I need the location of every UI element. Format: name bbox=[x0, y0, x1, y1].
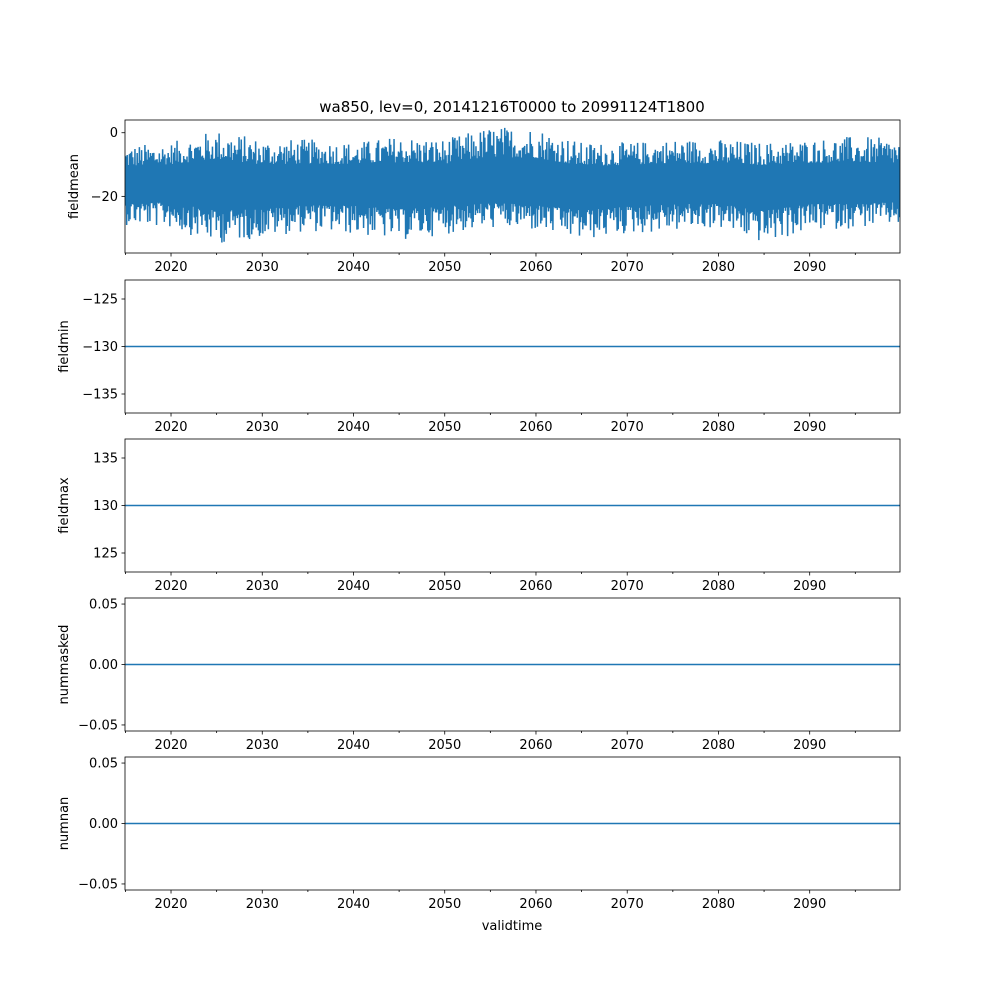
y-tick-label: −130 bbox=[82, 340, 118, 355]
x-tick-label: 2070 bbox=[611, 420, 644, 435]
x-tick-label: 2040 bbox=[337, 420, 370, 435]
y-axis-label: nummasked bbox=[57, 625, 72, 705]
x-tick-label: 2090 bbox=[793, 579, 826, 594]
y-tick-label: −0.05 bbox=[78, 877, 118, 892]
x-tick-label: 2040 bbox=[337, 579, 370, 594]
x-tick-label: 2040 bbox=[337, 738, 370, 753]
x-tick-label: 2060 bbox=[519, 897, 552, 912]
x-tick-label: 2050 bbox=[428, 579, 461, 594]
y-tick-label: 0.00 bbox=[89, 658, 118, 673]
x-tick-label: 2060 bbox=[519, 579, 552, 594]
y-axis-label: fieldmax bbox=[57, 477, 72, 534]
y-tick-label: 130 bbox=[93, 499, 118, 514]
x-tick-label: 2020 bbox=[154, 897, 187, 912]
x-tick-label: 2080 bbox=[702, 897, 735, 912]
y-tick-label: 0.00 bbox=[89, 817, 118, 832]
x-tick-label: 2070 bbox=[611, 738, 644, 753]
y-tick-label: 0.05 bbox=[89, 757, 118, 772]
x-tick-label: 2050 bbox=[428, 897, 461, 912]
x-tick-label: 2090 bbox=[793, 738, 826, 753]
x-tick-label: 2020 bbox=[154, 738, 187, 753]
x-tick-label: 2070 bbox=[611, 897, 644, 912]
x-tick-label: 2080 bbox=[702, 420, 735, 435]
panel-numnan: 0.05 0.00 −0.05 numnan 2020 2030 2040 2050 2060 2… bbox=[57, 757, 901, 912]
x-tick-label: 2020 bbox=[154, 420, 187, 435]
y-tick-label: −125 bbox=[82, 293, 118, 308]
x-tick-label: 2030 bbox=[246, 260, 279, 275]
figure-title: wa850, lev=0, 20141216T0000 to 20991124T… bbox=[319, 98, 705, 116]
x-tick-label: 2080 bbox=[702, 579, 735, 594]
x-tick-label: 2090 bbox=[793, 897, 826, 912]
panel-fieldmax: 135 130 125 fieldmax 2020 2030 2040 2050 2060 207… bbox=[57, 438, 901, 594]
x-tick-label: 2060 bbox=[519, 738, 552, 753]
y-tick-label: 125 bbox=[93, 547, 118, 562]
y-tick-label: 0.05 bbox=[89, 598, 118, 613]
x-tick-label: 2050 bbox=[428, 420, 461, 435]
y-tick-label: −20 bbox=[91, 190, 118, 205]
x-tick-label: 2070 bbox=[611, 579, 644, 594]
x-tick-label: 2040 bbox=[337, 260, 370, 275]
panel-nummasked: 0.05 0.00 −0.05 nummasked 2020 2030 2040 2050 20… bbox=[57, 598, 901, 753]
y-tick-label: 0 bbox=[110, 126, 118, 141]
x-tick-label: 2060 bbox=[519, 420, 552, 435]
y-axis-label: fieldmean bbox=[67, 154, 82, 219]
x-tick-label: 2090 bbox=[793, 260, 826, 275]
y-axis-label: fieldmin bbox=[57, 320, 72, 373]
x-tick-label: 2030 bbox=[246, 897, 279, 912]
x-tick-label: 2060 bbox=[519, 260, 552, 275]
x-tick-label: 2030 bbox=[246, 579, 279, 594]
panel-fieldmin: −125 −130 −135 fieldmin 2020 2030 2040 2050 2060… bbox=[57, 279, 901, 435]
x-tick-label: 2030 bbox=[246, 738, 279, 753]
x-tick-label: 2070 bbox=[611, 260, 644, 275]
x-tick-label: 2050 bbox=[428, 260, 461, 275]
x-tick-label: 2080 bbox=[702, 738, 735, 753]
x-tick-label: 2040 bbox=[337, 897, 370, 912]
axes-frame bbox=[124, 119, 901, 254]
x-axis-label: validtime bbox=[482, 919, 543, 934]
x-tick-label: 2020 bbox=[154, 579, 187, 594]
y-tick-label: −0.05 bbox=[78, 718, 118, 733]
x-tick-label: 2080 bbox=[702, 260, 735, 275]
y-tick-label: 135 bbox=[93, 452, 118, 467]
x-tick-label: 2030 bbox=[246, 420, 279, 435]
y-axis-label: numnan bbox=[57, 797, 72, 851]
panel-fieldmean: 0 −20 fieldmean 2020 2030 2040 2050 2060 2070 208… bbox=[67, 119, 901, 275]
x-tick-label: 2050 bbox=[428, 738, 461, 753]
x-tick-label: 2020 bbox=[154, 260, 187, 275]
x-tick-label: 2090 bbox=[793, 420, 826, 435]
series-line-fieldmean bbox=[125, 127, 900, 243]
y-tick-label: −135 bbox=[82, 388, 118, 403]
